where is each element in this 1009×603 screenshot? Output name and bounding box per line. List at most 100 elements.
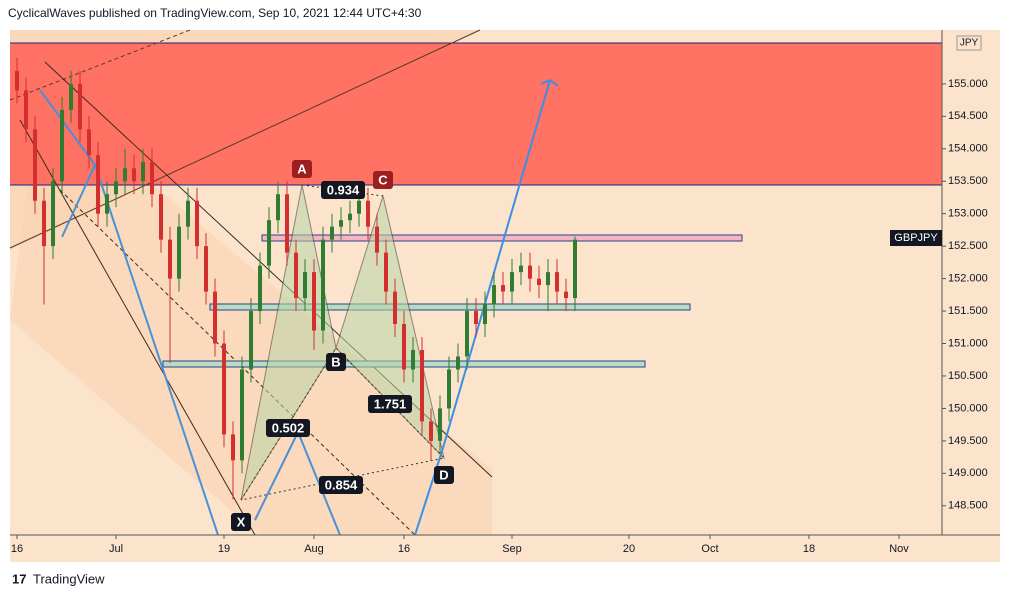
symbol-label: GBPJPY	[894, 232, 938, 244]
trend-line	[9, 29, 481, 249]
y-tick-label: 149.500	[948, 435, 988, 447]
y-tick-label: 154.000	[948, 143, 988, 155]
annotation: 0.934	[327, 182, 360, 197]
y-tick-label: 151.500	[948, 305, 988, 317]
x-tick-label: 18	[803, 543, 815, 555]
candle-body	[96, 155, 101, 214]
y-tick-label: 150.500	[948, 370, 988, 382]
candle-body	[536, 278, 541, 286]
candle-body	[303, 272, 308, 299]
candle-body	[312, 272, 317, 331]
candle-body	[105, 194, 110, 214]
candle-body	[204, 246, 209, 292]
y-tick-label: 154.500	[948, 110, 988, 122]
candle-body	[366, 200, 371, 227]
candle-body	[339, 220, 344, 227]
candle-body	[249, 311, 254, 370]
annotation-box	[266, 419, 310, 437]
x-tick-label: 19	[218, 543, 230, 555]
y-tick-label: 149.000	[948, 467, 988, 479]
annotation: 0.854	[325, 477, 358, 492]
candle-body	[150, 161, 155, 195]
candle-body	[285, 194, 290, 253]
annotation-box	[319, 476, 363, 494]
x-tick-label: 16	[11, 543, 23, 555]
candle-body	[572, 239, 577, 299]
x-tick-label: Sep	[502, 543, 522, 555]
candle-body	[78, 83, 83, 130]
candle-body	[438, 408, 443, 441]
candle-body	[186, 200, 191, 227]
candle-body	[258, 265, 263, 312]
candle-body	[177, 226, 182, 279]
candle-body	[294, 252, 299, 299]
annotation-box	[326, 353, 346, 371]
annotation: A	[297, 161, 307, 176]
candle-body	[563, 291, 568, 299]
candle-body	[482, 304, 487, 325]
wave-line	[94, 164, 219, 536]
candle-body	[24, 90, 29, 130]
candle-body	[87, 129, 92, 156]
candle-body	[141, 161, 146, 182]
candle-body	[168, 239, 173, 279]
candle-body	[518, 265, 523, 273]
level-box	[209, 303, 691, 311]
candle-body	[51, 181, 56, 247]
annotation: 0.502	[272, 420, 305, 435]
candle-body	[402, 324, 407, 370]
candle-body	[114, 181, 119, 195]
channel-line	[19, 119, 256, 536]
candle-body	[456, 356, 461, 370]
candle-body	[348, 213, 353, 221]
annotation-box	[434, 466, 454, 484]
y-tick-label: 148.500	[948, 500, 988, 512]
annotation: B	[331, 354, 340, 369]
candle-body	[411, 350, 416, 370]
annotation: D	[439, 467, 448, 482]
y-tick-label: 152.000	[948, 273, 988, 285]
annotation-box	[231, 513, 251, 531]
x-tick-label: Oct	[701, 543, 718, 555]
x-tick-label: Jul	[109, 543, 123, 555]
y-tick-label: 152.500	[948, 240, 988, 252]
candle-body	[33, 129, 38, 201]
arrow-head	[540, 79, 551, 85]
annotation: C	[378, 172, 388, 187]
logo-mark: 17	[12, 571, 26, 586]
annotation-box	[321, 181, 365, 199]
time-axis	[10, 535, 1000, 562]
candle-body	[375, 226, 380, 253]
candle-body	[321, 239, 326, 331]
candle-body	[330, 226, 335, 240]
x-tick-label: Nov	[889, 543, 909, 555]
currency: JPY	[960, 38, 979, 49]
candle-body	[545, 272, 550, 286]
candle-body	[213, 291, 218, 344]
candle-body	[267, 220, 272, 266]
candle-body	[60, 109, 65, 182]
candle-body	[474, 311, 478, 325]
candle-body	[15, 70, 20, 91]
symbol-tag	[890, 230, 942, 246]
y-tick-label: 151.000	[948, 337, 988, 349]
annotation-box	[373, 171, 393, 189]
currency-box	[956, 35, 982, 51]
candles	[15, 57, 577, 500]
y-tick-label: 153.000	[948, 208, 988, 220]
candle-body	[554, 272, 559, 292]
candle-body	[222, 343, 227, 435]
price-axis	[942, 30, 1000, 535]
x-tick-label: 16	[398, 543, 410, 555]
candle-body	[447, 369, 452, 409]
candle-body	[357, 200, 362, 214]
footer: TradingView	[33, 571, 105, 586]
candle-body	[159, 194, 164, 240]
level-box	[261, 234, 743, 242]
candle-body	[132, 168, 137, 182]
y-tick-label: 155.000	[948, 78, 988, 90]
arrow-head	[549, 79, 559, 87]
projection-line	[414, 79, 551, 536]
x-tick-label: Aug	[304, 543, 324, 555]
x-tick-label: 20	[623, 543, 635, 555]
